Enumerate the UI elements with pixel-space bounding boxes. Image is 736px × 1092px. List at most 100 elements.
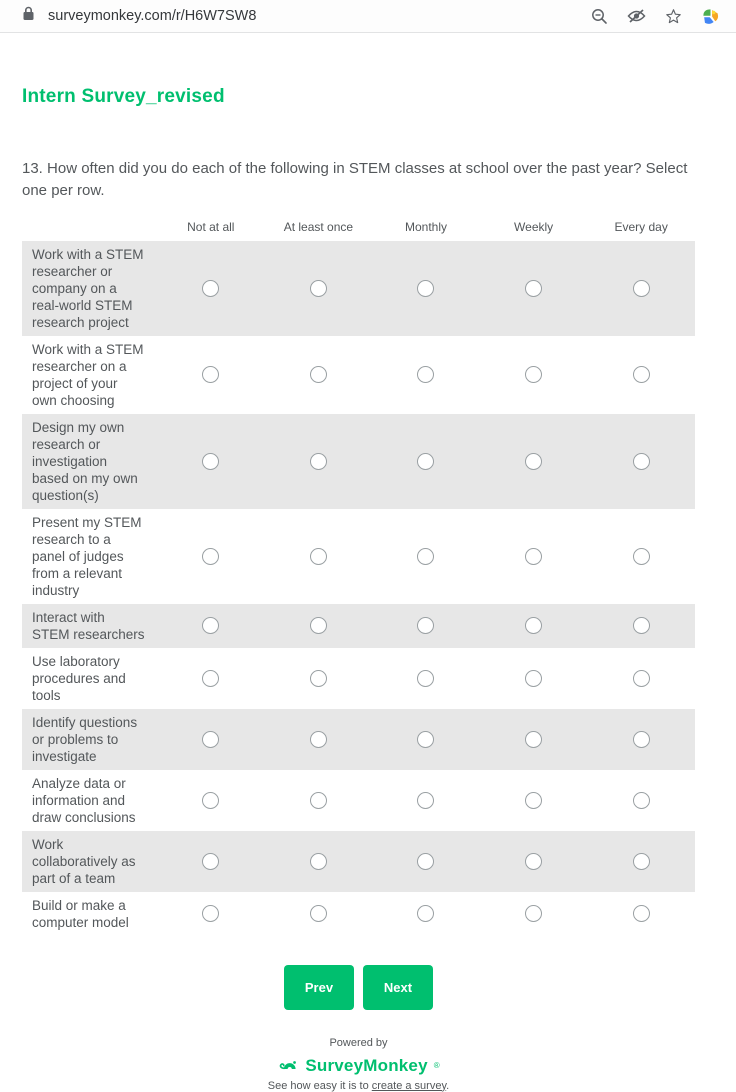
option-cell	[265, 241, 373, 336]
radio-option[interactable]	[202, 617, 220, 634]
radio-option[interactable]	[309, 279, 327, 297]
option-cell	[372, 414, 480, 509]
option-cell	[480, 509, 588, 604]
radio-option[interactable]	[525, 730, 543, 748]
option-cell	[480, 336, 588, 414]
radio-option[interactable]	[632, 791, 650, 809]
radio-option[interactable]	[202, 730, 220, 748]
radio-option[interactable]	[632, 279, 650, 297]
radio-option[interactable]	[632, 730, 650, 748]
radio-option[interactable]	[632, 547, 650, 565]
radio-option[interactable]	[202, 852, 220, 870]
radio-option[interactable]	[417, 730, 435, 748]
radio-option[interactable]	[309, 452, 327, 470]
radio-option[interactable]	[202, 452, 220, 470]
column-header: Monthly	[404, 219, 447, 234]
radio-option[interactable]	[417, 669, 435, 687]
radio-option[interactable]	[309, 730, 327, 748]
url-text[interactable]: surveymonkey.com/r/H6W7SW8	[48, 8, 257, 24]
radio-option[interactable]	[417, 452, 435, 470]
radio-option[interactable]	[309, 547, 327, 565]
radio-option[interactable]	[202, 366, 220, 383]
option-cell	[587, 648, 695, 709]
radio-option[interactable]	[525, 669, 543, 687]
radio-option[interactable]	[632, 617, 650, 634]
radio-option[interactable]	[202, 905, 220, 922]
radio-option[interactable]	[202, 669, 220, 687]
row-label: Analyze data or information and draw con…	[32, 775, 136, 825]
radio-option[interactable]	[417, 547, 435, 565]
survey-title: Intern Survey_revised	[22, 86, 225, 107]
trademark-symbol: ®	[433, 1061, 440, 1070]
option-cell	[587, 604, 695, 648]
next-button[interactable]: Next	[363, 964, 433, 1010]
extension-icon[interactable]	[701, 7, 720, 26]
option-cell	[587, 241, 695, 336]
radio-option[interactable]	[632, 452, 650, 470]
radio-option[interactable]	[202, 279, 220, 297]
matrix-row: Analyze data or information and draw con…	[22, 770, 695, 831]
radio-option[interactable]	[632, 852, 650, 870]
option-cell	[480, 414, 588, 509]
eye-hidden-icon[interactable]	[627, 8, 646, 24]
radio-option[interactable]	[417, 905, 435, 922]
option-cell	[265, 770, 373, 831]
matrix-row: Build or make a computer model	[22, 892, 695, 936]
radio-option[interactable]	[525, 452, 543, 470]
radio-option[interactable]	[417, 366, 435, 383]
option-cell	[587, 770, 695, 831]
radio-option[interactable]	[309, 852, 327, 870]
option-cell	[587, 892, 695, 936]
option-cell	[157, 648, 265, 709]
radio-option[interactable]	[632, 366, 650, 383]
radio-option[interactable]	[632, 905, 650, 922]
radio-option[interactable]	[525, 366, 543, 383]
option-cell	[480, 831, 588, 892]
radio-option[interactable]	[525, 547, 543, 565]
radio-option[interactable]	[525, 852, 543, 870]
create-survey-link[interactable]: create a survey	[371, 1079, 447, 1092]
option-cell	[265, 336, 373, 414]
radio-option[interactable]	[202, 791, 220, 809]
option-cell	[372, 709, 480, 770]
question-matrix: Not at all At least once Monthly Weekly Ever…	[22, 220, 695, 936]
matrix-header-row: Not at all At least once Monthly Weekly Ever…	[22, 220, 695, 241]
surveymonkey-logo[interactable]: SurveyMonkey ®	[22, 1055, 695, 1077]
option-cell	[265, 414, 373, 509]
option-cell	[157, 831, 265, 892]
radio-option[interactable]	[525, 279, 543, 297]
matrix-row: Use laboratory procedures and tools	[22, 648, 695, 709]
powered-by-label: Powered by	[329, 1036, 388, 1049]
radio-option[interactable]	[417, 791, 435, 809]
column-header: Not at all	[187, 219, 235, 234]
option-cell	[265, 604, 373, 648]
radio-option[interactable]	[417, 852, 435, 870]
matrix-row: Identify questions or problems to invest…	[22, 708, 695, 770]
bookmark-star-icon[interactable]	[665, 8, 682, 25]
option-cell	[265, 648, 373, 709]
option-cell	[587, 336, 695, 414]
column-header: Weekly	[514, 219, 554, 234]
radio-option[interactable]	[309, 905, 327, 922]
option-cell	[587, 709, 695, 770]
radio-option[interactable]	[525, 791, 543, 809]
prev-button[interactable]: Prev	[284, 964, 354, 1010]
option-cell	[265, 709, 373, 770]
radio-option[interactable]	[525, 905, 543, 922]
radio-option[interactable]	[525, 617, 543, 634]
radio-option[interactable]	[309, 617, 327, 634]
radio-option[interactable]	[309, 791, 327, 809]
footer: Powered by SurveyMonkey ® See how easy it…	[22, 1037, 695, 1092]
row-label: Identify questions or problems to invest…	[32, 714, 138, 764]
radio-option[interactable]	[309, 669, 327, 687]
radio-option[interactable]	[202, 547, 220, 565]
zoom-out-icon[interactable]	[591, 8, 608, 25]
radio-option[interactable]	[632, 669, 650, 687]
radio-option[interactable]	[417, 617, 435, 634]
option-cell	[587, 831, 695, 892]
survey-page: Intern Survey_revised 13. How often did …	[22, 86, 695, 1092]
radio-option[interactable]	[417, 279, 435, 297]
radio-option[interactable]	[309, 366, 327, 383]
lock-icon[interactable]	[22, 6, 35, 26]
matrix-row: Design my own research or investigation …	[22, 413, 695, 509]
